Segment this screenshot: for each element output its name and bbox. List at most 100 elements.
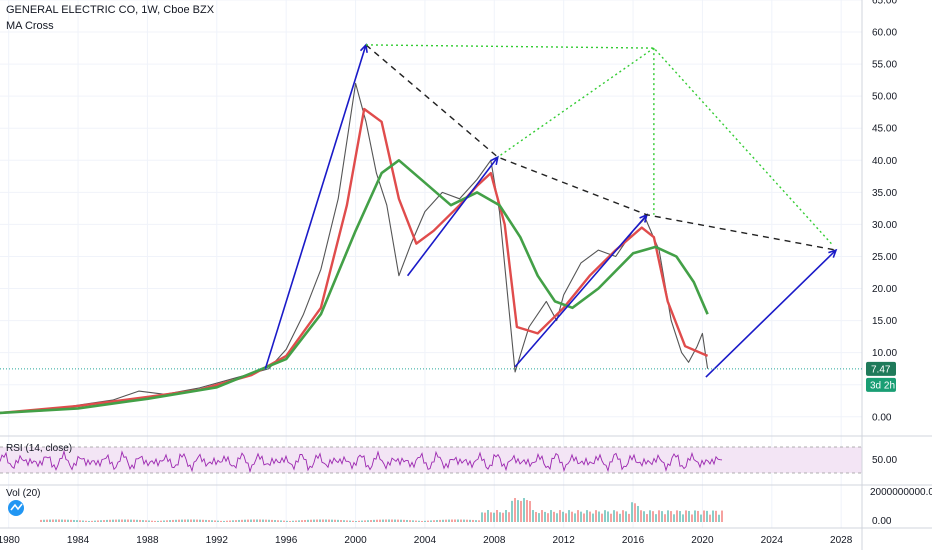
volume-bar (379, 519, 381, 522)
volume-bar (241, 519, 243, 522)
volume-bar (211, 520, 213, 522)
volume-bar (721, 510, 723, 522)
volume-bar (313, 519, 315, 522)
volume-bar (694, 510, 696, 522)
time-tick-label: 2000 (344, 535, 367, 546)
volume-bar (649, 510, 651, 522)
volume-bar (538, 513, 540, 522)
volume-bar (178, 519, 180, 522)
volume-bar (595, 510, 597, 522)
rsi-line (0, 449, 723, 474)
volume-bar (388, 519, 390, 522)
volume-bar (115, 519, 117, 522)
volume-bar (484, 512, 486, 522)
time-axis[interactable]: 1980 1984 1988 1992 1996 2000 2004 2008 2012 2016… (0, 535, 853, 546)
volume-bar (358, 520, 360, 522)
volume-bar (370, 520, 372, 522)
volume-bar (214, 520, 216, 522)
rsi-layer (0, 449, 723, 474)
volume-bar (634, 503, 636, 522)
time-tick-label: 2004 (414, 535, 437, 546)
price-tick-label: 0.00 (872, 412, 892, 423)
volume-bar (136, 519, 138, 522)
volume-bar (517, 500, 519, 522)
volume-bar (169, 520, 171, 522)
time-tick-label: 2020 (691, 535, 714, 546)
vol-layer (40, 498, 723, 522)
volume-bar (430, 520, 432, 522)
volume-bar (184, 519, 186, 522)
volume-bar (688, 510, 690, 522)
volume-bar (601, 513, 603, 522)
time-tick-label: 1984 (67, 535, 90, 546)
price-tick-label: 65.00 (872, 0, 897, 7)
volume-bar (82, 520, 84, 522)
volume-bar (439, 519, 441, 522)
volume-bar (706, 510, 708, 522)
price-axis[interactable]: 0.005.0010.0015.0020.0025.0030.0035.0040… (872, 0, 897, 423)
volume-bar (613, 510, 615, 522)
volume-bar (283, 520, 285, 522)
volume-bar (580, 511, 582, 522)
volume-bar (577, 510, 579, 522)
volume-bar (619, 513, 621, 522)
volume-bar (400, 519, 402, 522)
price-tick-label: 15.00 (872, 316, 897, 327)
volume-bar (490, 512, 492, 522)
volume-bar (409, 520, 411, 522)
trend-line-up (705, 249, 837, 378)
volume-bar (265, 519, 267, 522)
volume-bar (679, 511, 681, 522)
volume-bar (142, 520, 144, 522)
volume-bar (658, 510, 660, 522)
volume-bar (193, 519, 195, 522)
tradingview-logo (8, 500, 24, 516)
last-price-badge-bg (866, 361, 896, 376)
volume-bar (157, 520, 159, 522)
volume-bar (526, 500, 528, 522)
volume-bar (190, 519, 192, 522)
volume-bar (289, 520, 291, 522)
volume-bar (262, 519, 264, 522)
rsi-band (0, 447, 862, 473)
volume-bar (205, 519, 207, 522)
price-tick-label: 10.00 (872, 348, 897, 359)
price-tick-label: 25.00 (872, 252, 897, 263)
volume-bar (469, 519, 471, 522)
last-price-value: 7.47 (871, 364, 891, 375)
volume-bar (73, 519, 75, 522)
volume-bar (64, 519, 66, 522)
volume-bar (691, 514, 693, 522)
volume-bar (55, 519, 57, 522)
price-tick-label: 40.00 (872, 156, 897, 167)
volume-bar (625, 511, 627, 522)
volume-bar (544, 511, 546, 522)
volume-bar (646, 514, 648, 522)
volume-bar (232, 520, 234, 522)
volume-bar (355, 520, 357, 522)
volume-bar (292, 520, 294, 522)
time-tick-label: 2028 (830, 535, 853, 546)
volume-bar (250, 519, 252, 522)
volume-bar (217, 520, 219, 522)
trend-arrow-head (828, 248, 838, 258)
rsi-pane-label: RSI (14, close) (6, 443, 72, 454)
volume-bar (343, 520, 345, 522)
time-tick-label: 1996 (275, 535, 298, 546)
volume-bar (520, 500, 522, 522)
volume-bar (40, 519, 42, 522)
volume-bar (535, 511, 537, 522)
volume-bar (76, 520, 78, 522)
volume-bar (454, 519, 456, 522)
volume-bar (310, 519, 312, 522)
volume-bar (715, 510, 717, 522)
volume-bar (703, 510, 705, 522)
volume-bar (61, 519, 63, 522)
volume-bar (421, 520, 423, 522)
volume-bar (631, 502, 633, 522)
volume-bar (346, 520, 348, 522)
volume-bar (79, 520, 81, 522)
volume-bar (451, 519, 453, 522)
volume-bar (316, 519, 318, 522)
